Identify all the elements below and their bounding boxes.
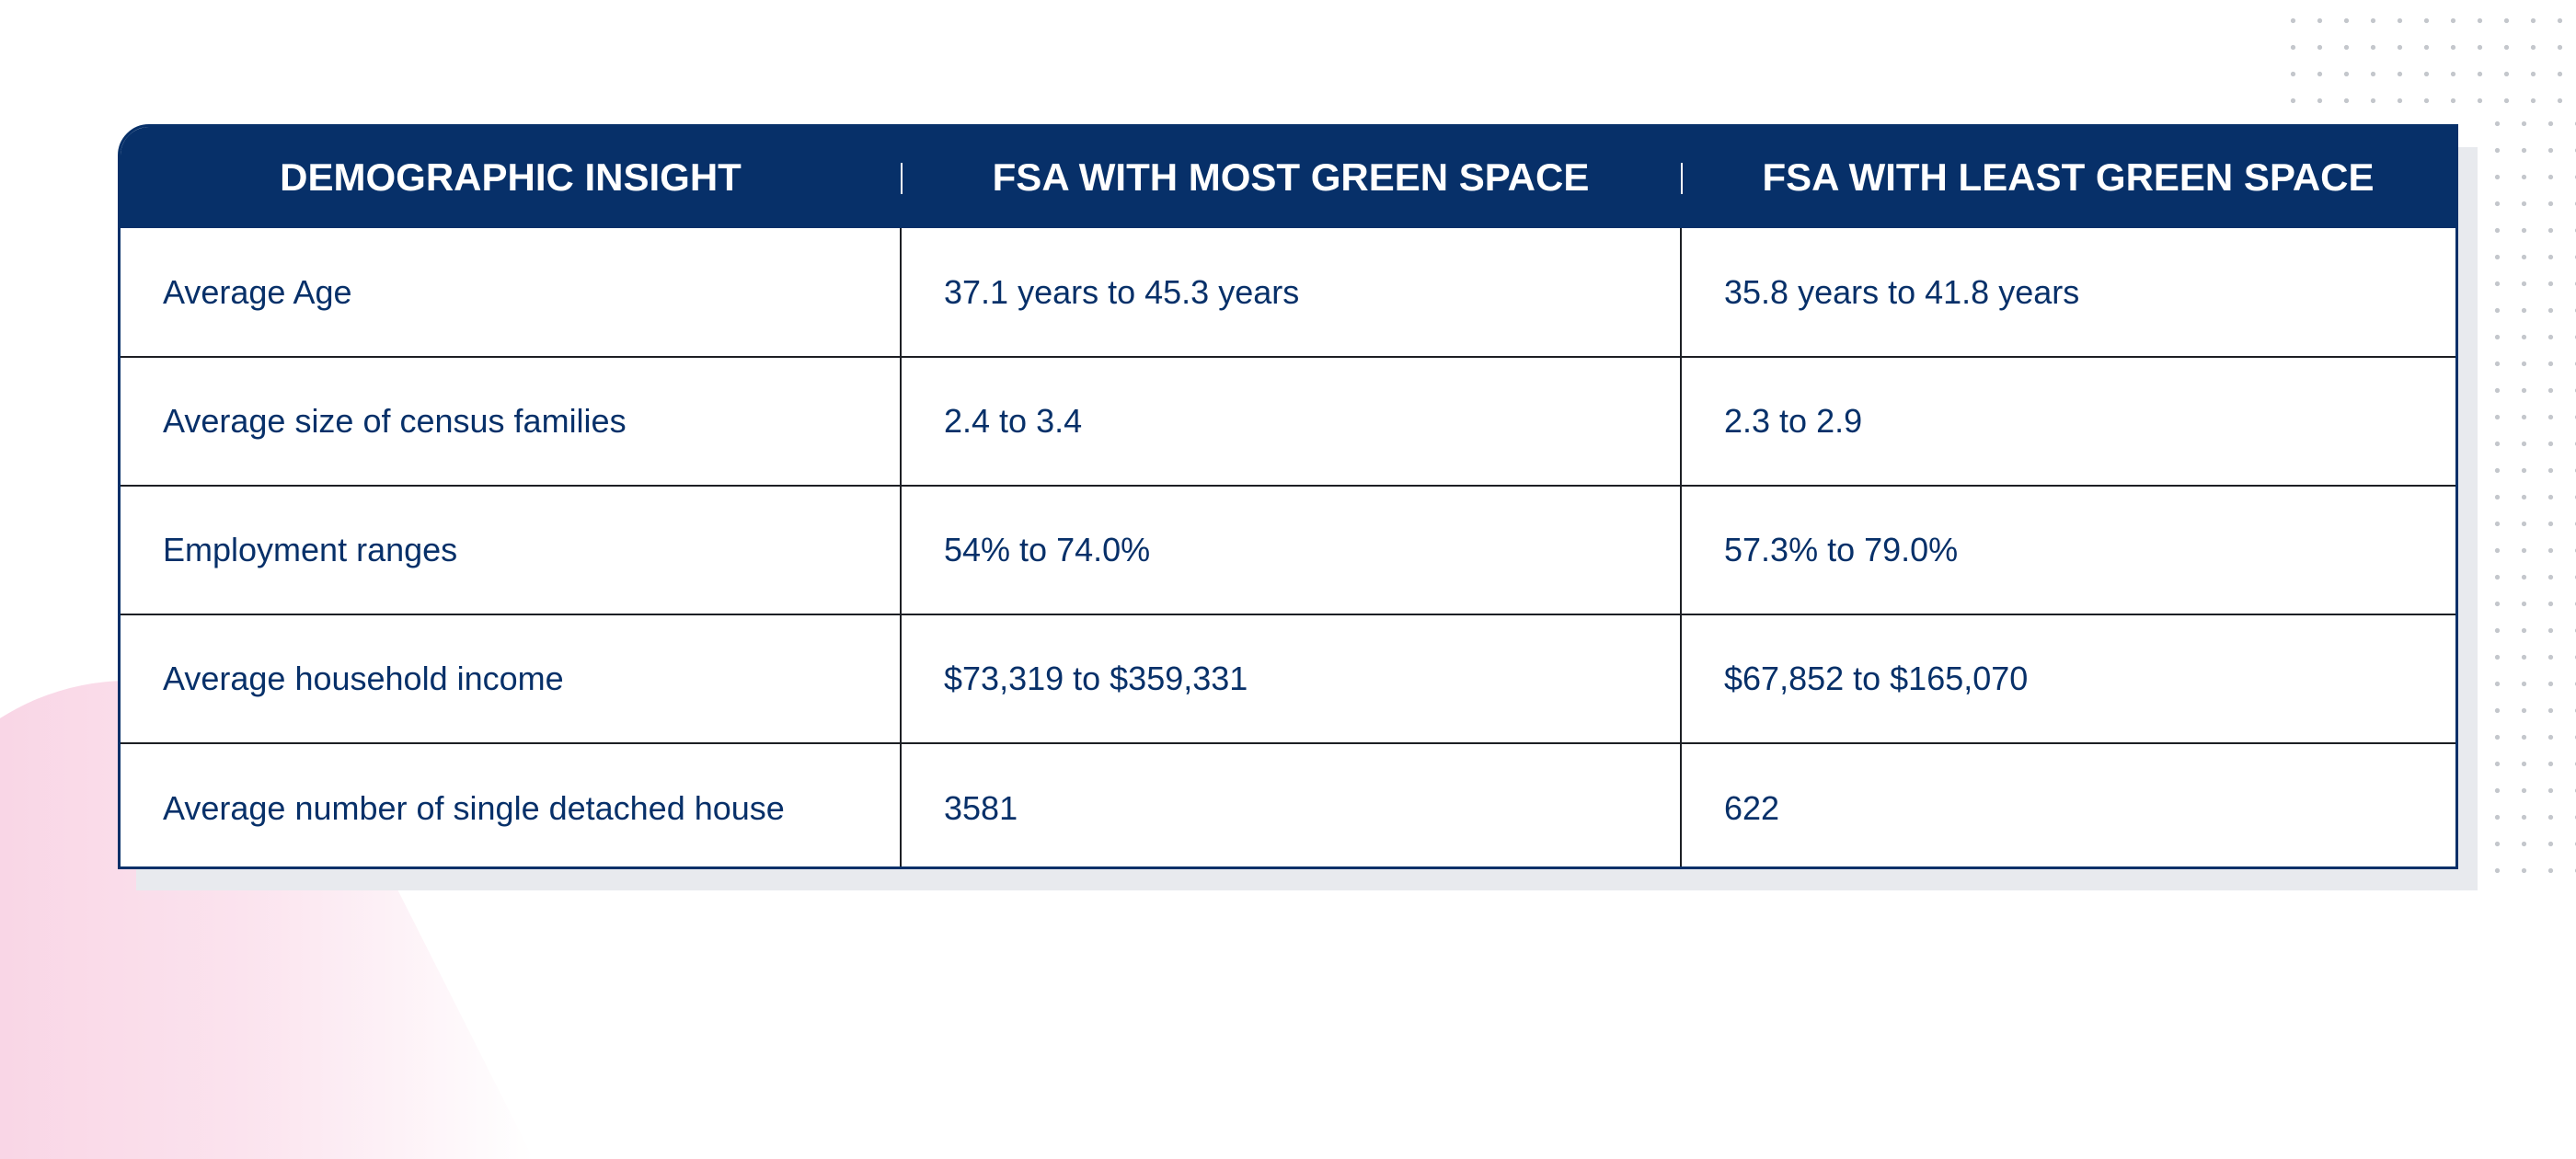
least-green-space-cell: 622 — [1724, 788, 1780, 827]
dot-pattern-top — [2280, 7, 2574, 110]
table-row: Average size of census families 2.4 to 3… — [121, 357, 2455, 487]
header-most-green-space: FSA WITH MOST GREEN SPACE — [901, 127, 1681, 228]
most-green-space-cell: $73,319 to $359,331 — [901, 614, 1682, 744]
most-green-space-cell: 37.1 years to 45.3 years — [901, 228, 1682, 358]
least-green-space-cell: $67,852 to $165,070 — [1681, 614, 2455, 744]
least-green-space-cell: 35.8 years to 41.8 years — [1681, 228, 2455, 358]
row-label-cell: Average Age — [121, 228, 902, 358]
dot-pattern-right — [2484, 110, 2576, 883]
least-green-space-cell: 57.3% to 79.0% — [1681, 486, 2455, 615]
data-table: DEMOGRAPHIC INSIGHT FSA WITH MOST GREEN … — [121, 127, 2455, 866]
table-row: Average number of single detached house … — [121, 743, 2455, 866]
row-label-cell: Average household income — [121, 614, 902, 744]
table-row: Average Age 37.1 years to 45.3 years 35.… — [121, 228, 2455, 358]
most-green-space-cell: 3581 — [901, 743, 1682, 866]
table-header-row: DEMOGRAPHIC INSIGHT FSA WITH MOST GREEN … — [121, 127, 2455, 228]
most-green-space-cell: 2.4 to 3.4 — [901, 357, 1682, 487]
least-green-space-cell: 2.3 to 2.9 — [1681, 357, 2455, 487]
table-row: Employment ranges 54% to 74.0% 57.3% to … — [121, 486, 2455, 615]
header-least-green-space: FSA WITH LEAST GREEN SPACE — [1681, 127, 2455, 228]
row-label-cell: Employment ranges — [121, 486, 902, 615]
row-label-cell: Average size of census families — [121, 357, 902, 487]
most-green-space-cell: 54% to 74.0% — [901, 486, 1682, 615]
demographic-comparison-table: DEMOGRAPHIC INSIGHT FSA WITH MOST GREEN … — [118, 124, 2458, 869]
row-label-cell: Average number of single detached house — [121, 743, 902, 866]
table-row: Average household income $73,319 to $359… — [121, 614, 2455, 744]
header-demographic-insight: DEMOGRAPHIC INSIGHT — [280, 155, 742, 199]
